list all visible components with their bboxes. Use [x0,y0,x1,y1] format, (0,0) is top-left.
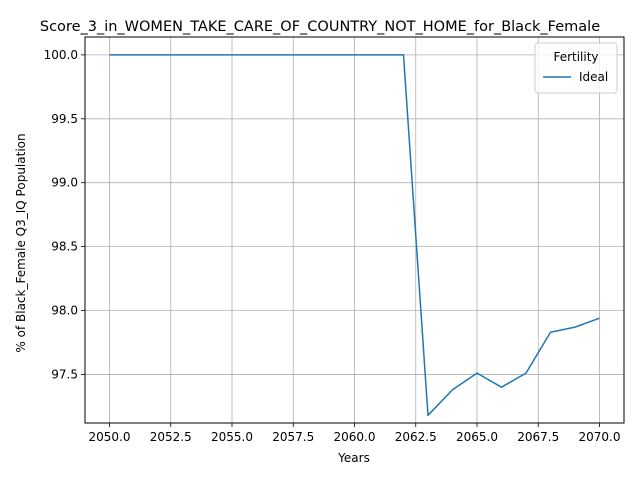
x-tick-label: 2060.0 [334,430,376,444]
x-tick-label: 2070.0 [579,430,621,444]
y-tick-label: 99.0 [51,176,78,190]
chart-title: Score_3_in_WOMEN_TAKE_CARE_OF_COUNTRY_NO… [40,19,600,35]
series-line-ideal [109,54,600,417]
y-axis-label: % of Black_Female Q3_IQ Population [14,133,28,352]
x-tick-label: 2065.0 [456,430,498,444]
x-tick-label: 2062.5 [395,430,437,444]
series-layer [109,54,600,417]
grid [85,37,624,423]
y-tick-label: 99.5 [51,112,78,126]
y-tick-label: 100.0 [44,48,78,62]
x-axis-label: Years [337,451,370,465]
x-axis: 2050.0 2052.5 2055.0 2057.5 2060.0 2062.5 2065… [89,423,621,444]
y-tick-label: 97.5 [51,367,78,381]
x-tick-label: 2055.0 [211,430,253,444]
x-tick-label: 2057.5 [272,430,314,444]
legend: Fertility Ideal [534,42,618,94]
legend-title: Fertility [553,50,598,64]
x-tick-label: 2052.5 [150,430,192,444]
legend-box [534,42,618,94]
y-tick-label: 98.5 [51,240,78,254]
x-tick-label: 2050.0 [89,430,131,444]
legend-label: Ideal [579,70,608,84]
y-axis: 97.5 98.0 98.5 99.0 99.5 100.0 [44,48,85,381]
x-tick-label: 2067.5 [517,430,559,444]
y-tick-label: 98.0 [51,304,78,318]
